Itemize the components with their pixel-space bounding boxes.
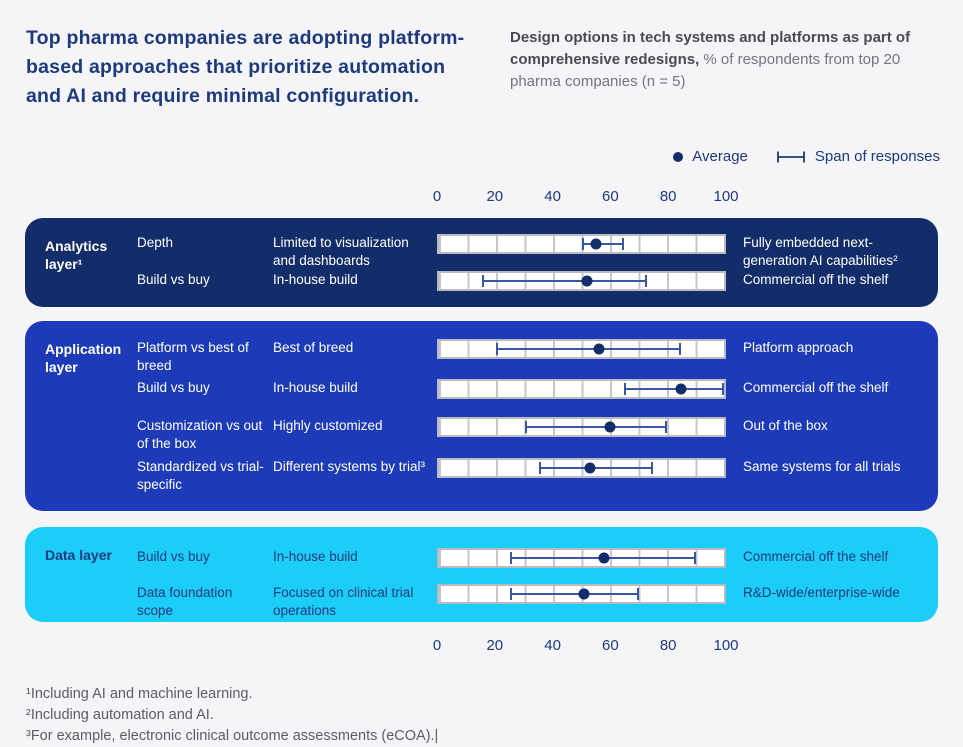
axis-tick: 20 (486, 188, 504, 205)
segmented-bar (437, 339, 726, 359)
high-anchor-label: Commercial off the shelf (743, 549, 889, 564)
chart-subtitle-rest: % of respondents from top 20 pharma comp… (510, 51, 901, 90)
dimension-label: Build vs buy (137, 549, 210, 564)
span-whisker (496, 343, 682, 355)
section-label: Data layer (45, 547, 112, 563)
low-anchor-label: Limited to visualization and dashboards (273, 235, 409, 268)
span-whisker (524, 421, 667, 433)
high-anchor-label: Fully embedded next-generation AI capabi… (743, 235, 898, 268)
footnotes: ¹Including AI and machine learning. ²Inc… (26, 684, 438, 747)
axis-tick: 20 (486, 637, 504, 654)
legend-span-label: Span of responses (814, 148, 940, 165)
section-label: Analytics layer¹ (45, 238, 108, 272)
segmented-bar (437, 417, 726, 437)
span-of-responses-icon (777, 151, 805, 162)
span-whisker (481, 275, 648, 287)
axis-tick: 60 (602, 637, 619, 654)
dimension-label: Depth (137, 235, 174, 250)
chart-row: Standardized vs trial-specific Different… (25, 458, 938, 492)
low-anchor-label: In-house build (273, 380, 358, 395)
high-anchor-label: Same systems for all trials (743, 459, 901, 474)
axis-tick: 80 (659, 637, 677, 654)
section-label: Application layer (45, 341, 122, 375)
section-application-layer: Application layer Platform vs best of br… (25, 321, 938, 511)
average-dot (590, 238, 602, 250)
chart-row: Depth Limited to visualization and dashb… (25, 234, 938, 268)
axis-tick: 60 (602, 188, 619, 205)
chart-row: Platform vs best of breed Best of breed … (25, 339, 938, 373)
segmented-bar (437, 548, 726, 568)
average-dot-icon (673, 151, 684, 162)
high-anchor-label: Commercial off the shelf (743, 380, 889, 395)
dimension-label: Data foundation scope (137, 585, 233, 618)
axis-tick: 40 (544, 637, 561, 654)
axis-tick: 100 (713, 637, 739, 654)
axis-tick: 80 (659, 188, 677, 205)
axis-tick: 100 (713, 188, 739, 205)
section-data-layer: Data layer Build vs buy In-house build C… (25, 527, 938, 622)
legend-average-label: Average (692, 148, 748, 165)
section-analytics-layer: Analytics layer¹ Depth Limited to visual… (25, 218, 938, 307)
footnote-2: ²Including automation and AI. (26, 707, 214, 723)
chart-row: Build vs buy In-house build Commercial o… (25, 548, 938, 568)
segmented-bar (437, 458, 726, 478)
high-anchor-label: Commercial off the shelf (743, 272, 889, 287)
low-anchor-label: Focused on clinical trial operations (273, 585, 414, 618)
chart-subtitle-bold: Design options in tech systems and platf… (510, 29, 911, 68)
footnote-1: ¹Including AI and machine learning. (26, 686, 253, 702)
span-whisker (510, 588, 639, 600)
span-whisker (538, 462, 653, 474)
high-anchor-label: Out of the box (743, 418, 828, 433)
low-anchor-label: Different systems by trial³ (273, 459, 426, 474)
segmented-bar (437, 584, 726, 604)
chart-row: Build vs buy In-house build Commercial o… (25, 271, 938, 291)
span-whisker (624, 383, 724, 395)
dimension-label: Platform vs best of breed (137, 340, 249, 373)
dimension-label: Build vs buy (137, 380, 210, 395)
high-anchor-label: R&D-wide/enterprise-wide (743, 585, 900, 600)
low-anchor-label: In-house build (273, 549, 358, 564)
chart-row: Build vs buy In-house build Commercial o… (25, 379, 938, 399)
axis-tick: 0 (432, 637, 442, 654)
segmented-bar (437, 234, 726, 254)
segmented-bar (437, 271, 726, 291)
footnote-3: ³For example, electronic clinical outcom… (26, 728, 439, 744)
low-anchor-label: In-house build (273, 272, 358, 287)
dimension-label: Standardized vs trial-specific (137, 459, 264, 492)
axis-tick: 0 (432, 188, 442, 205)
average-dot (593, 343, 605, 355)
low-anchor-label: Highly customized (273, 418, 383, 433)
dimension-label: Build vs buy (137, 272, 210, 287)
span-whisker (581, 238, 625, 250)
average-dot (578, 588, 590, 600)
average-dot (598, 552, 610, 564)
average-dot (584, 462, 596, 474)
average-dot (581, 275, 593, 287)
chart-row: Customization vs out of the box Highly c… (25, 417, 938, 451)
page-title: Top pharma companies are adopting platfo… (26, 27, 465, 107)
high-anchor-label: Platform approach (743, 340, 854, 355)
average-dot (604, 421, 616, 433)
chart-subtitle: Design options in tech systems and platf… (510, 27, 950, 93)
chart-legend: Average Span of responses (673, 148, 940, 165)
average-dot (675, 383, 687, 395)
chart-row: Data foundation scope Focused on clinica… (25, 584, 938, 618)
segmented-bar (437, 379, 726, 399)
axis-tick: 40 (544, 188, 561, 205)
dimension-label: Customization vs out of the box (137, 418, 263, 451)
low-anchor-label: Best of breed (273, 340, 354, 355)
